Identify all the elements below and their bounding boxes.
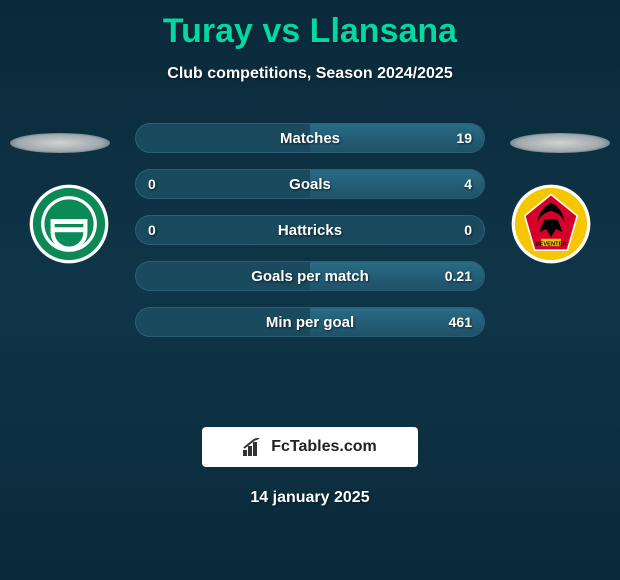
club-crest-left xyxy=(28,183,110,265)
page-title: Turay vs Llansana xyxy=(0,0,620,51)
club-crest-right: DEVENTER xyxy=(510,183,592,265)
stat-row-goals-per-match: Goals per match 0.21 xyxy=(135,261,485,291)
groningen-crest-icon xyxy=(28,183,110,265)
stat-row-hattricks: 0 Hattricks 0 xyxy=(135,215,485,245)
subtitle: Club competitions, Season 2024/2025 xyxy=(0,65,620,83)
stat-row-goals: 0 Goals 4 xyxy=(135,169,485,199)
shadow-left xyxy=(10,133,110,153)
stat-value-right: 19 xyxy=(456,130,472,146)
stat-value-right: 0.21 xyxy=(445,268,472,284)
stat-label: Goals xyxy=(289,176,331,193)
stat-label: Goals per match xyxy=(251,268,369,285)
stat-value-right: 461 xyxy=(449,314,472,330)
stat-label: Hattricks xyxy=(278,222,342,239)
stat-value-left: 0 xyxy=(148,176,156,192)
shadow-right xyxy=(510,133,610,153)
svg-text:DEVENTER: DEVENTER xyxy=(535,241,567,247)
stat-row-min-per-goal: Min per goal 461 xyxy=(135,307,485,337)
stat-fill xyxy=(310,170,484,198)
chart-icon xyxy=(243,438,265,456)
go-ahead-eagles-crest-icon: DEVENTER xyxy=(510,183,592,265)
stats-list: Matches 19 0 Goals 4 0 Hattricks 0 Goals… xyxy=(135,123,485,353)
stat-row-matches: Matches 19 xyxy=(135,123,485,153)
stat-value-left: 0 xyxy=(148,222,156,238)
branding-badge: FcTables.com xyxy=(202,427,418,467)
stat-value-right: 4 xyxy=(464,176,472,192)
stat-value-right: 0 xyxy=(464,222,472,238)
branding-text: FcTables.com xyxy=(271,438,377,456)
stat-label: Min per goal xyxy=(266,314,354,331)
stat-label: Matches xyxy=(280,130,340,147)
date-label: 14 january 2025 xyxy=(0,489,620,507)
comparison-panel: DEVENTER Matches 19 0 Goals 4 0 Hattrick… xyxy=(0,111,620,411)
